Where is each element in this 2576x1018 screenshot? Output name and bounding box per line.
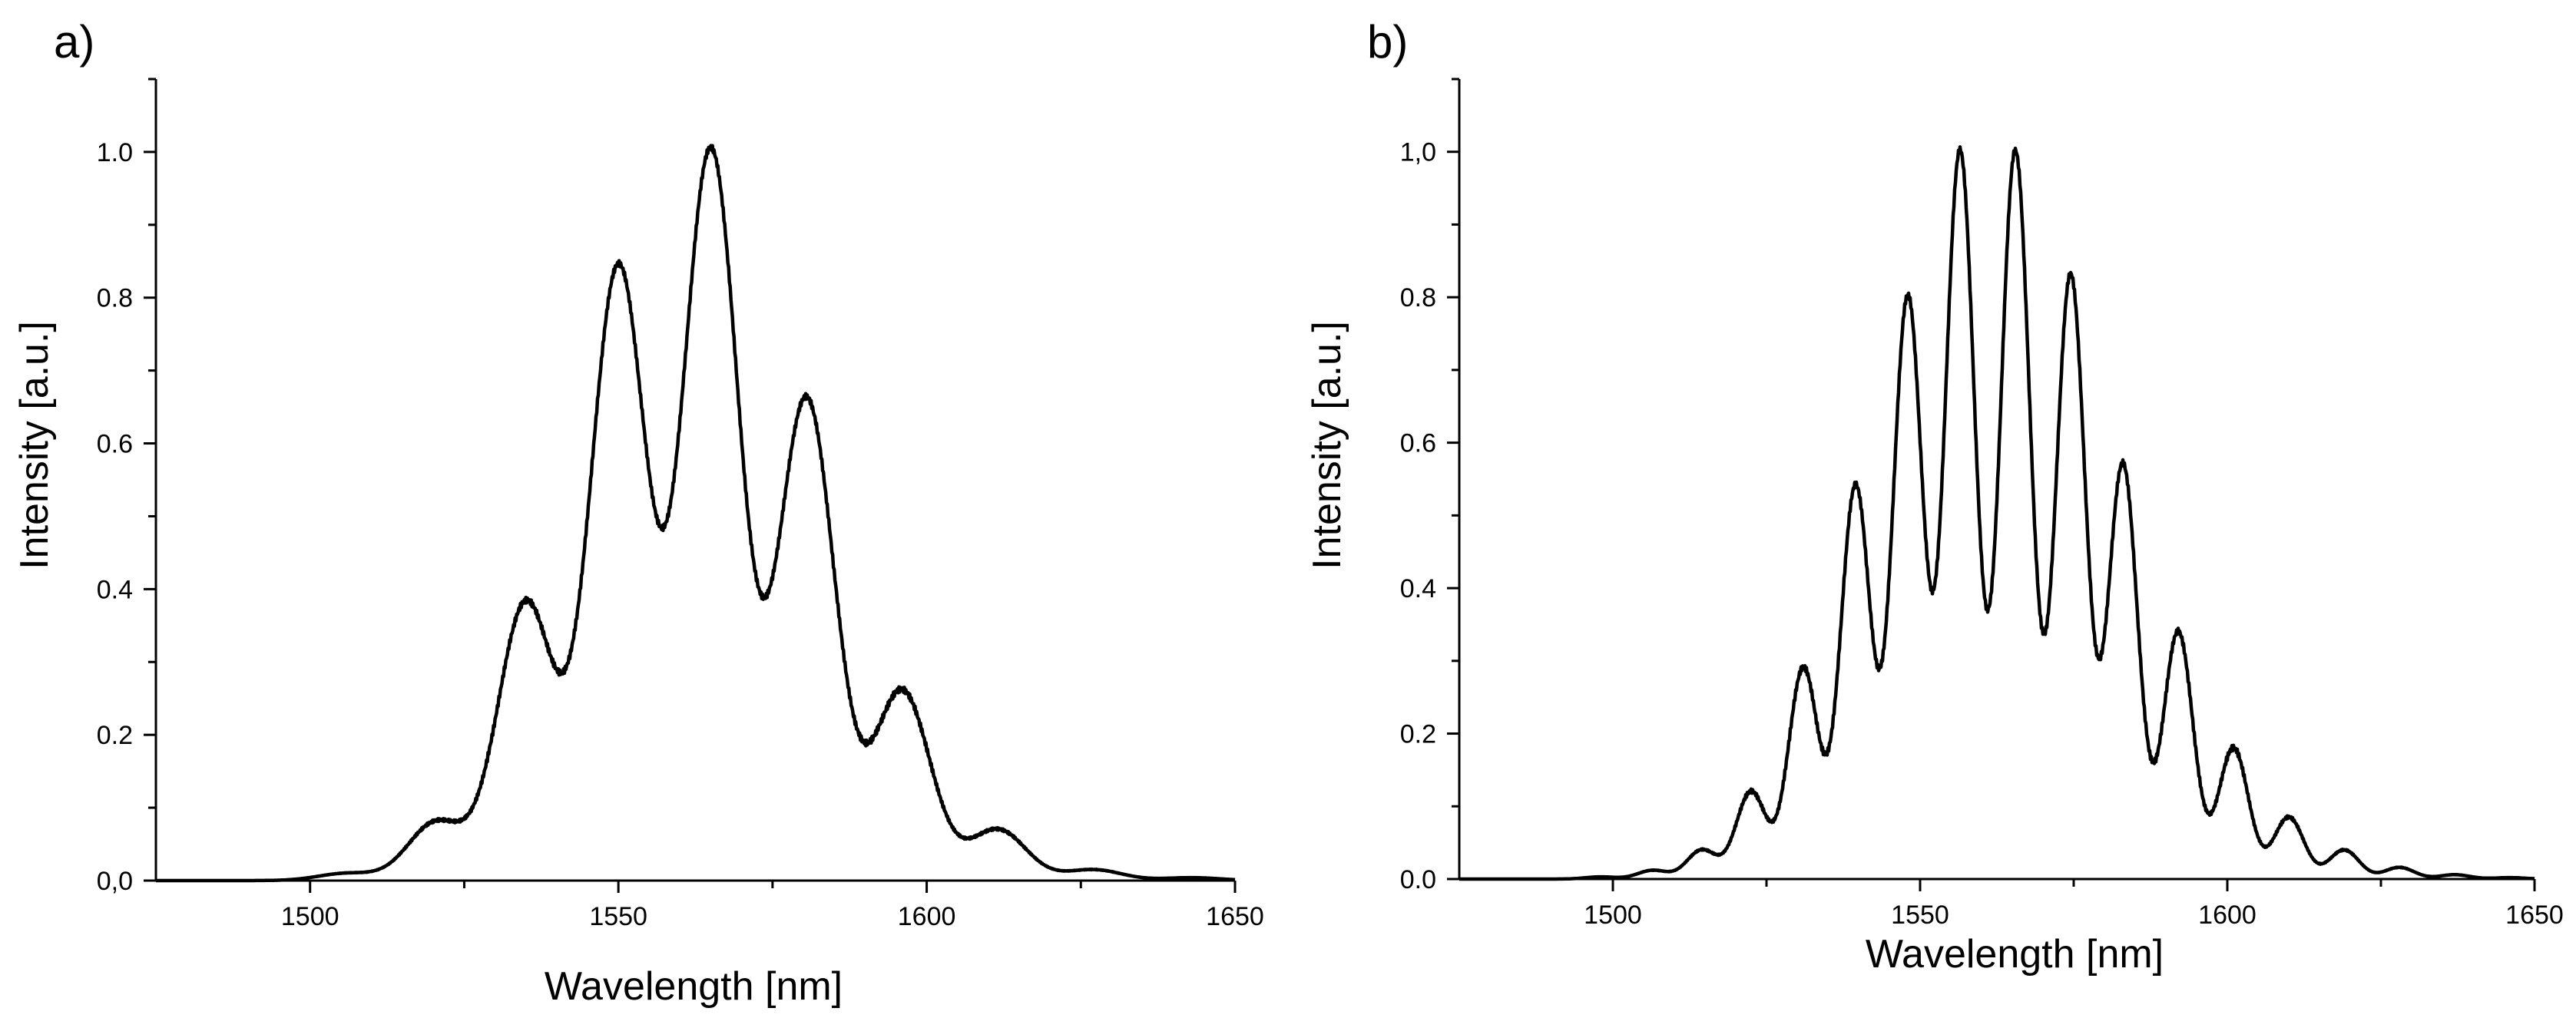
panel-b-y-axis-title: Intensity [a.u.]	[1305, 321, 1349, 570]
panel-b-y-tick-label: 0.2	[1400, 720, 1436, 749]
panel-b-label: b)	[1367, 16, 1408, 68]
panel-a-x-axis-title: Wavelength [nm]	[545, 964, 843, 1009]
panel-b: b) Intensity [a.u.] Wavelength [nm] 0.00…	[1305, 16, 2564, 977]
panel-a-x-tick-label: 1500	[281, 902, 339, 931]
panel-a: a) Intensity [a.u.] Wavelength [nm] 0,00…	[12, 16, 1264, 1009]
panel-a-spectrum-line	[154, 144, 1237, 883]
panel-b-x-tick-label: 1550	[1891, 901, 1949, 930]
panel-a-x-tick-label: 1600	[898, 902, 956, 931]
panel-a-plot-area: 0,0 0.2 0.4 0.6 0.8 1.0 1500 1550 1600 1650	[97, 78, 1264, 931]
panel-b-x-tick-label: 1500	[1584, 901, 1642, 930]
panel-b-spectrum-line	[1458, 145, 2536, 881]
panel-b-x-tick-label: 1650	[2505, 901, 2564, 930]
panel-a-y-tick-label: 0.8	[97, 284, 133, 313]
panel-a-y-tick-label: 0,0	[97, 867, 133, 896]
panel-a-y-axis-title: Intensity [a.u.]	[12, 321, 57, 570]
panel-b-y-tick-label: 0.4	[1400, 574, 1436, 603]
panel-b-x-axis-title: Wavelength [nm]	[1866, 932, 2164, 977]
panel-b-x-tick-label: 1600	[2198, 901, 2256, 930]
panel-a-y-tick-label: 0.2	[97, 721, 133, 750]
panel-b-plot-area: 0.0 0.2 0.4 0.6 0.8 1,0 1500 1550 1600 1650	[1400, 78, 2564, 930]
panel-a-y-tick-label: 1.0	[97, 138, 133, 167]
panel-a-x-tick-label: 1650	[1206, 902, 1264, 931]
panel-a-label: a)	[54, 16, 94, 68]
panel-b-y-tick-label: 0.6	[1400, 429, 1436, 458]
panel-a-x-tick-label: 1550	[589, 902, 647, 931]
panel-b-y-tick-label: 1,0	[1400, 138, 1436, 167]
panel-b-y-tick-label: 0.0	[1400, 865, 1436, 894]
panel-a-y-tick-label: 0.4	[97, 575, 133, 604]
panel-b-y-tick-label: 0.8	[1400, 283, 1436, 312]
panel-a-y-tick-label: 0.6	[97, 430, 133, 459]
